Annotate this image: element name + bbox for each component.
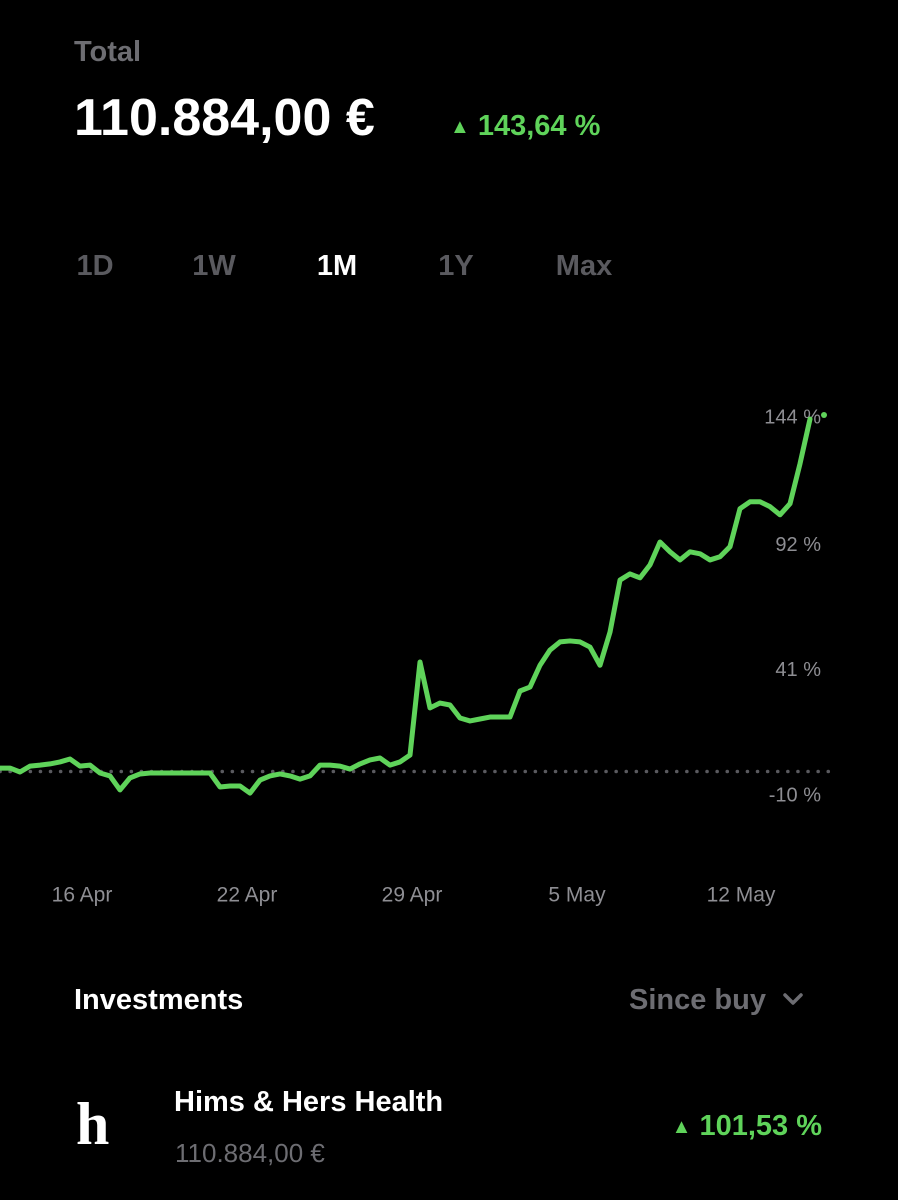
- y-tick-label: 144 %: [764, 406, 821, 428]
- holding-name: Hims & Hers Health: [174, 1086, 444, 1118]
- total-change-text: 143,64 %: [477, 110, 601, 142]
- period-tab[interactable]: 1W: [192, 250, 236, 282]
- period-tab[interactable]: 1D: [76, 250, 114, 282]
- y-tick-label: -10 %: [769, 784, 821, 806]
- y-tick-label: 92 %: [775, 534, 821, 556]
- x-tick-label: 29 Apr: [382, 884, 443, 907]
- x-tick-label: 16 Apr: [52, 884, 113, 907]
- up-arrow: ▲: [450, 116, 470, 138]
- holding-row[interactable]: h Hims & Hers Health 110.884,00 € ▲ 101,…: [0, 1070, 898, 1180]
- sort-label: Since buy: [629, 984, 766, 1016]
- period-tab[interactable]: 1M: [316, 250, 358, 282]
- period-tab[interactable]: Max: [555, 250, 613, 282]
- holding-change: ▲ 101,53 %: [672, 1110, 822, 1143]
- up-arrow: ▲: [671, 1116, 692, 1138]
- y-tick-label: 41 %: [775, 659, 821, 681]
- x-tick-label: 5 May: [548, 884, 606, 907]
- period-tab[interactable]: 1Y: [438, 250, 474, 282]
- end-dot: [821, 412, 827, 419]
- chart: -10 % 41 % 92 % 144 % 16 Apr 22 Apr 29 Apr 5 Ma…: [0, 406, 832, 907]
- holding-change-text: 101,53 %: [699, 1110, 822, 1142]
- holding-logo: h: [76, 1091, 110, 1157]
- investments-title: Investments: [74, 984, 244, 1016]
- sort-dropdown[interactable]: Since buy: [629, 984, 804, 1017]
- x-tick-label: 12 May: [707, 884, 776, 907]
- total-change: ▲ 143,64 %: [450, 110, 600, 143]
- x-tick-label: 22 Apr: [217, 884, 278, 907]
- line-series: [0, 416, 813, 796]
- holding-value: 110.884,00 €: [175, 1138, 325, 1168]
- total-value: 110.884,00 €: [74, 89, 375, 147]
- total-label: Total: [74, 36, 142, 68]
- chevron: [783, 993, 803, 1005]
